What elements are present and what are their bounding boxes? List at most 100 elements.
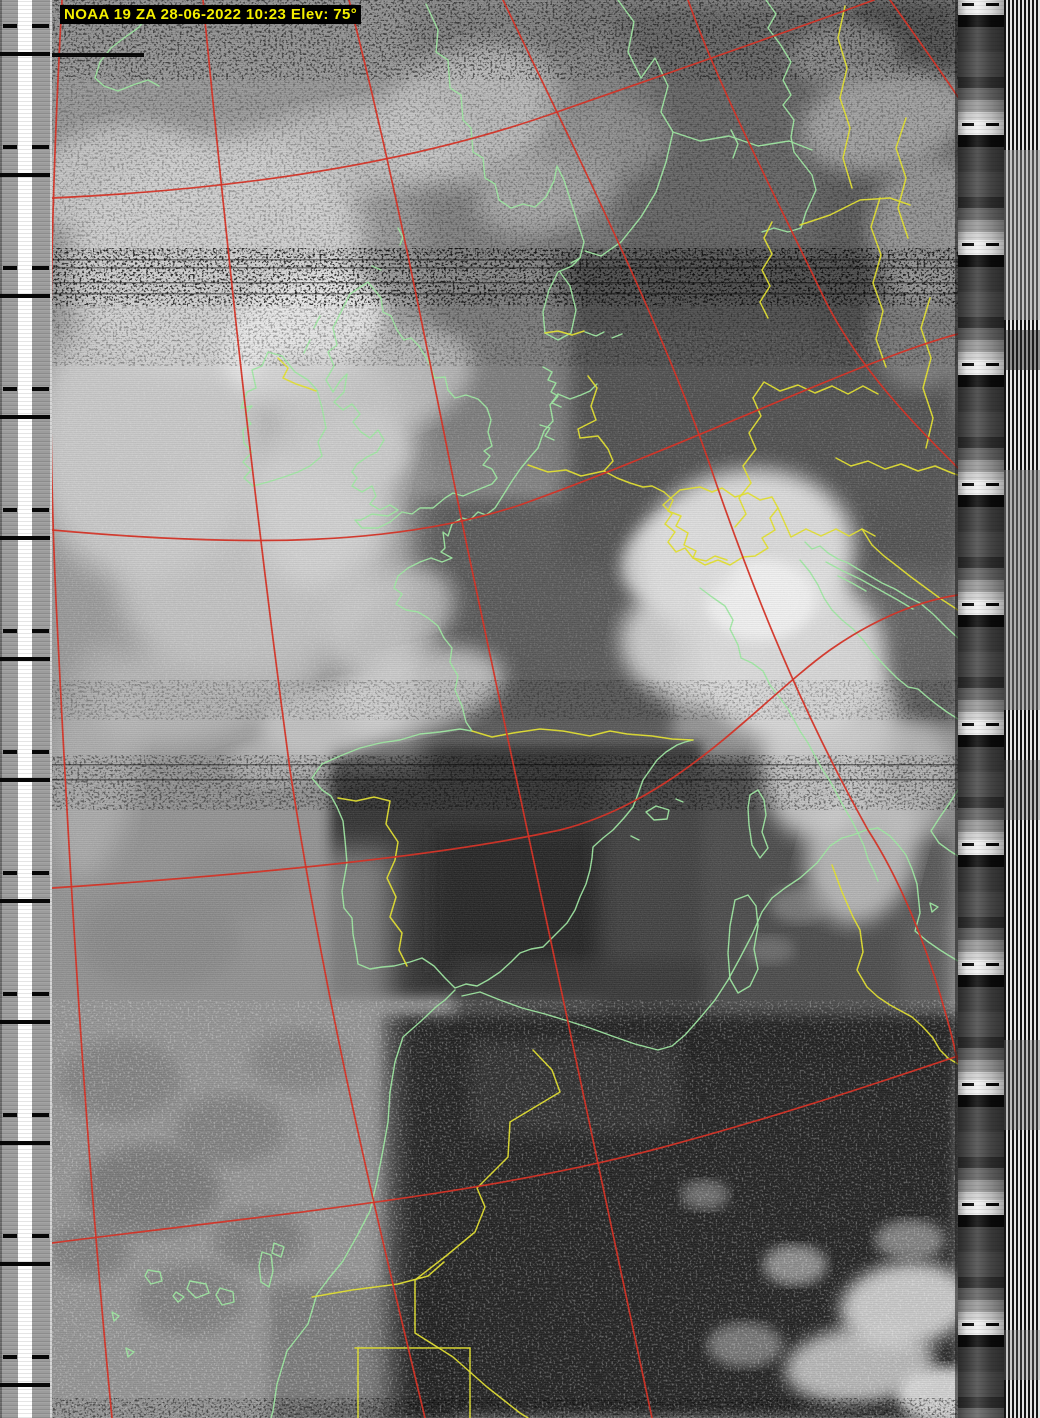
telemetry-dash: [986, 483, 999, 486]
telemetry-block: [958, 112, 1004, 120]
telemetry-dash: [986, 603, 999, 606]
telemetry-block: [958, 1157, 1004, 1168]
border-w-sahara: [311, 1261, 445, 1298]
apt-sync-a-bar: [0, 0, 52, 1418]
coastline-nl-coast: [501, 393, 559, 498]
coastline-canary-6: [271, 1242, 285, 1258]
glitch-row-5: [52, 779, 958, 781]
telemetry-block: [958, 1168, 1004, 1180]
minute-dash-left: [3, 508, 17, 512]
coastline-canary-5: [258, 1251, 274, 1288]
border-pl-east: [920, 297, 934, 449]
telemetry-block: [958, 1048, 1004, 1060]
coastline-djerba: [929, 902, 939, 913]
glitch-row-4: [52, 764, 958, 766]
sync-column-3: [32, 0, 50, 1418]
grid-meridian-4: [502, 0, 958, 1063]
border-cz-north: [752, 381, 879, 399]
telemetry-block: [958, 1215, 1004, 1227]
telemetry-block: [958, 627, 1004, 652]
telemetry-block: [958, 652, 1004, 677]
caption-bar: NOAA 19 ZA 28-06-2022 10:23 Elev: 75°: [60, 5, 362, 24]
grid-parallel-2: [52, 333, 958, 542]
coastline-zeeland: [539, 424, 555, 441]
minute-dash-left: [3, 750, 17, 754]
telemetry-block: [958, 15, 1004, 27]
caption-text: NOAA 19 ZA 28-06-2022 10:23 Elev: 75°: [64, 6, 358, 23]
coastline-africa-med-coast: [461, 827, 958, 1051]
minute-line-full: [0, 1020, 50, 1024]
grid-meridian-5: [687, 0, 958, 469]
telemetry-block: [958, 975, 1004, 987]
telemetry-block: [958, 172, 1004, 197]
coastline-corsica: [747, 789, 769, 859]
satellite-map-svg: [52, 0, 958, 1418]
telemetry-block: [958, 232, 1004, 240]
telemetry-block: [958, 867, 1004, 892]
minute-line-full: [0, 294, 50, 298]
minute-dash-left: [3, 1113, 17, 1117]
telemetry-dash: [986, 1203, 999, 1206]
minute-dash-left: [3, 145, 17, 149]
border-pyrenees: [471, 728, 694, 741]
telemetry-block: [958, 1372, 1004, 1397]
satellite-map-area: [52, 0, 958, 1418]
minute-line-full: [0, 415, 50, 419]
coastline-canary-1: [144, 1269, 163, 1285]
telemetry-block: [958, 1335, 1004, 1347]
border-balkan: [861, 528, 958, 611]
telemetry-block: [958, 1312, 1004, 1320]
coastline-canary-2: [172, 1291, 185, 1303]
artifact-layer: [52, 53, 144, 57]
border-de-cz: [734, 397, 762, 528]
grid-meridian-6: [889, 0, 958, 98]
telemetry-block: [958, 507, 1004, 532]
telemetry-block: [958, 1277, 1004, 1288]
apt-telemetry-wedge-bar: [958, 0, 1004, 1418]
grid-parallel-1: [52, 0, 875, 199]
coastline-shetland: [397, 227, 404, 246]
coastline-gotland: [730, 129, 739, 159]
minute-dash-right: [32, 145, 49, 149]
border-portugal-spain: [337, 796, 408, 967]
telemetry-dash: [962, 843, 974, 846]
telemetry-block: [958, 592, 1004, 600]
telemetry-block: [958, 747, 1004, 772]
coastline-france-coast: [393, 496, 503, 732]
minute-dash-right: [32, 1234, 49, 1238]
stripe-noise-row-1: [1004, 330, 1040, 370]
telemetry-dash: [962, 603, 974, 606]
minute-dash-left: [3, 24, 17, 28]
speckle-band-7: [52, 330, 958, 680]
telemetry-dash: [986, 723, 999, 726]
minute-dash-left: [3, 387, 17, 391]
glitch-row-0: [52, 259, 958, 261]
telemetry-block: [958, 100, 1004, 112]
latlon-grid-layer: [52, 0, 958, 1418]
telemetry-block: [958, 1132, 1004, 1157]
minute-marker-artifact: [52, 53, 144, 57]
telemetry-block: [958, 532, 1004, 557]
coastline-italy-adriatic: [799, 559, 958, 720]
minute-line-full: [0, 778, 50, 782]
coastline-sweden-east: [584, 131, 674, 257]
telemetry-block: [958, 1060, 1004, 1072]
minute-dash-right: [32, 1113, 49, 1117]
minute-line-full: [0, 173, 50, 177]
border-baltic-2: [870, 197, 887, 368]
coastline-canary-3: [186, 1280, 210, 1299]
telemetry-block: [958, 352, 1004, 360]
minute-line-full: [0, 1383, 50, 1387]
stripe-noise-row-3: [1004, 760, 1040, 820]
coastline-iberia: [311, 739, 694, 989]
sync-column-2: [18, 0, 32, 1418]
telemetry-column-shading: [958, 0, 1004, 1418]
minute-dash-right: [32, 992, 49, 996]
telemetry-block: [958, 1347, 1004, 1372]
telemetry-dash: [986, 963, 999, 966]
telemetry-block: [958, 797, 1004, 808]
sync-column-1: [2, 0, 18, 1418]
minute-line-full: [0, 52, 50, 56]
minute-dash-right: [32, 629, 49, 633]
speckle-band-5: [52, 755, 958, 810]
